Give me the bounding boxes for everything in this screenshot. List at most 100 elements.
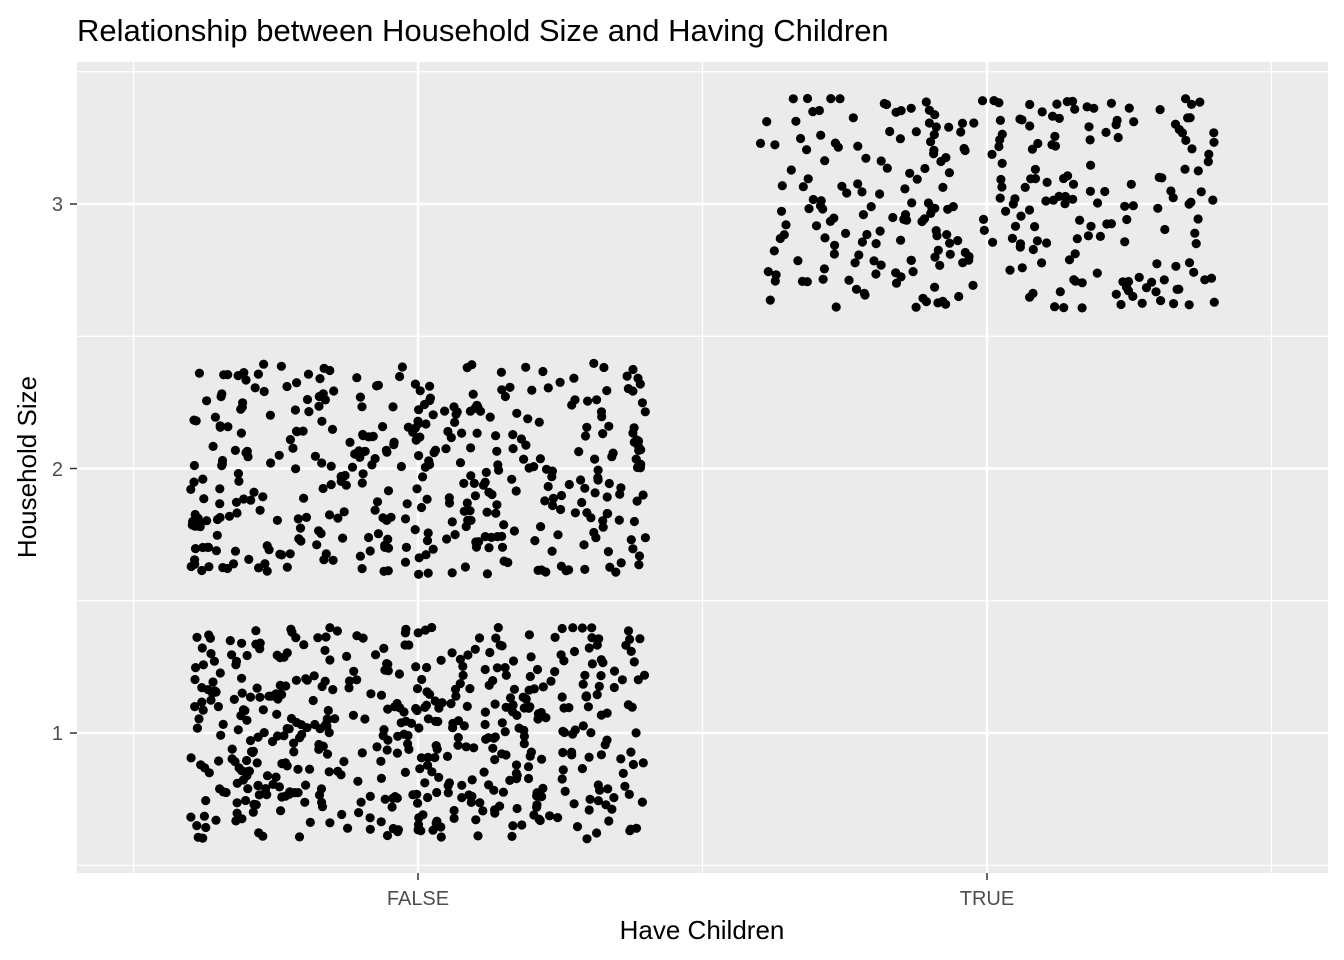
data-point [1100, 186, 1110, 197]
data-point [1028, 244, 1038, 255]
data-point [462, 363, 472, 373]
data-point [957, 118, 968, 128]
data-point [310, 719, 320, 730]
data-point [255, 638, 265, 648]
data-point [507, 474, 517, 484]
data-point [490, 699, 500, 709]
data-point [833, 142, 843, 152]
data-point [862, 229, 872, 240]
data-point [1155, 105, 1165, 115]
data-point [326, 461, 336, 471]
data-point [296, 720, 306, 730]
data-point [853, 141, 863, 151]
data-point [400, 640, 410, 650]
data-point [1159, 275, 1169, 285]
data-point [523, 762, 534, 772]
data-point [577, 764, 588, 774]
data-point [237, 673, 247, 683]
data-point [567, 400, 577, 410]
data-point [324, 728, 334, 738]
data-point [352, 373, 362, 383]
data-point [628, 364, 638, 375]
data-point [796, 133, 806, 144]
data-point [352, 675, 362, 685]
data-point [457, 793, 467, 803]
data-point [366, 689, 376, 699]
data-point [920, 163, 930, 174]
data-point [537, 754, 547, 764]
data-point [581, 692, 591, 702]
data-point [274, 450, 284, 460]
data-point [400, 514, 411, 524]
data-point [628, 428, 638, 438]
data-point [918, 293, 928, 303]
data-point [593, 473, 603, 483]
data-point [231, 497, 242, 507]
data-point [623, 700, 634, 710]
data-point [505, 693, 516, 703]
data-point [450, 530, 460, 540]
data-point [1093, 198, 1103, 208]
data-point [444, 778, 454, 788]
data-point [550, 632, 560, 643]
data-point [365, 546, 375, 556]
data-point [423, 714, 433, 724]
data-point [526, 652, 536, 662]
data-point [825, 216, 836, 226]
data-point [997, 182, 1007, 192]
data-point [406, 718, 417, 729]
data-point [203, 685, 213, 695]
data-point [1010, 194, 1020, 204]
data-point [930, 252, 940, 262]
data-point [525, 751, 535, 761]
data-point [1025, 121, 1035, 131]
data-point [192, 723, 202, 733]
data-point [389, 440, 399, 450]
data-point [640, 533, 651, 543]
data-point [451, 409, 461, 419]
data-point [245, 692, 256, 702]
data-point [583, 702, 594, 712]
data-point [524, 703, 534, 713]
data-point [413, 628, 423, 638]
data-point [412, 684, 423, 694]
data-point [422, 662, 432, 673]
data-point [462, 498, 472, 508]
data-point [262, 566, 272, 576]
data-point [199, 494, 209, 504]
data-point [466, 797, 476, 808]
data-point [411, 435, 421, 445]
data-point [602, 386, 612, 396]
data-point [556, 504, 566, 515]
data-point [488, 676, 498, 686]
data-point [223, 422, 233, 432]
data-point [255, 692, 265, 702]
data-point [578, 679, 588, 689]
data-point [905, 168, 915, 178]
data-point [418, 472, 428, 482]
data-point [262, 771, 273, 781]
data-point [1047, 140, 1057, 150]
data-point [254, 790, 264, 800]
data-point [484, 780, 494, 790]
data-point [478, 480, 489, 490]
data-point [497, 749, 507, 759]
data-point [580, 670, 590, 680]
data-point [238, 775, 248, 785]
data-point [208, 677, 218, 687]
data-point [938, 182, 948, 192]
data-point [553, 530, 563, 540]
data-point [602, 492, 612, 502]
data-point [534, 791, 545, 801]
data-point [803, 174, 813, 184]
data-point [265, 410, 275, 420]
data-point [411, 662, 421, 672]
data-point [358, 633, 368, 643]
data-point [436, 655, 446, 665]
data-point [450, 417, 460, 427]
data-point [609, 793, 619, 803]
data-point [1052, 99, 1062, 109]
data-point [945, 238, 955, 248]
data-point [299, 493, 309, 503]
data-point [373, 380, 383, 390]
